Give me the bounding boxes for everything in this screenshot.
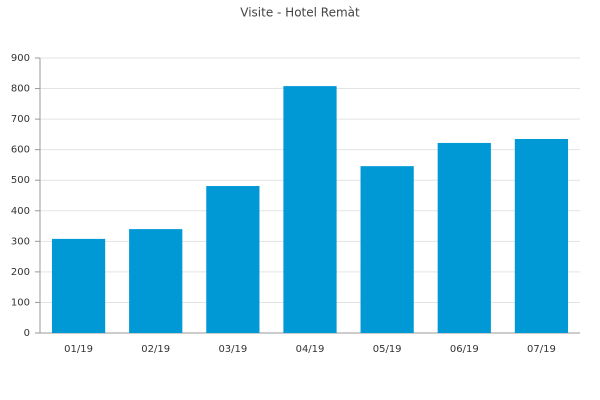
- y-tick-label: 500: [11, 175, 30, 186]
- bar: [283, 86, 337, 333]
- y-tick-label: 400: [11, 206, 30, 217]
- bar: [437, 142, 491, 333]
- x-tick-label: 03/19: [218, 344, 247, 355]
- x-tick-label: 05/19: [373, 344, 402, 355]
- x-tick-label: 02/19: [141, 344, 170, 355]
- x-tick-label: 01/19: [64, 344, 93, 355]
- y-tick-label: 600: [11, 145, 30, 156]
- bar: [206, 186, 260, 333]
- y-tick-label: 700: [11, 114, 30, 125]
- y-tick-label: 800: [11, 84, 30, 95]
- x-tick-label: 06/19: [450, 344, 479, 355]
- y-tick-label: 200: [11, 267, 30, 278]
- bar: [129, 229, 183, 333]
- bar: [360, 166, 414, 333]
- bar: [514, 138, 569, 333]
- y-tick-label: 0: [24, 328, 30, 339]
- y-tick-label: 300: [11, 236, 30, 247]
- y-tick-label: 100: [11, 297, 30, 308]
- x-tick-label: 04/19: [296, 344, 325, 355]
- chart-title: Visite - Hotel Remàt: [240, 6, 360, 20]
- x-tick-label: 07/19: [527, 344, 556, 355]
- bar: [51, 238, 106, 333]
- y-tick-label: 900: [11, 53, 30, 64]
